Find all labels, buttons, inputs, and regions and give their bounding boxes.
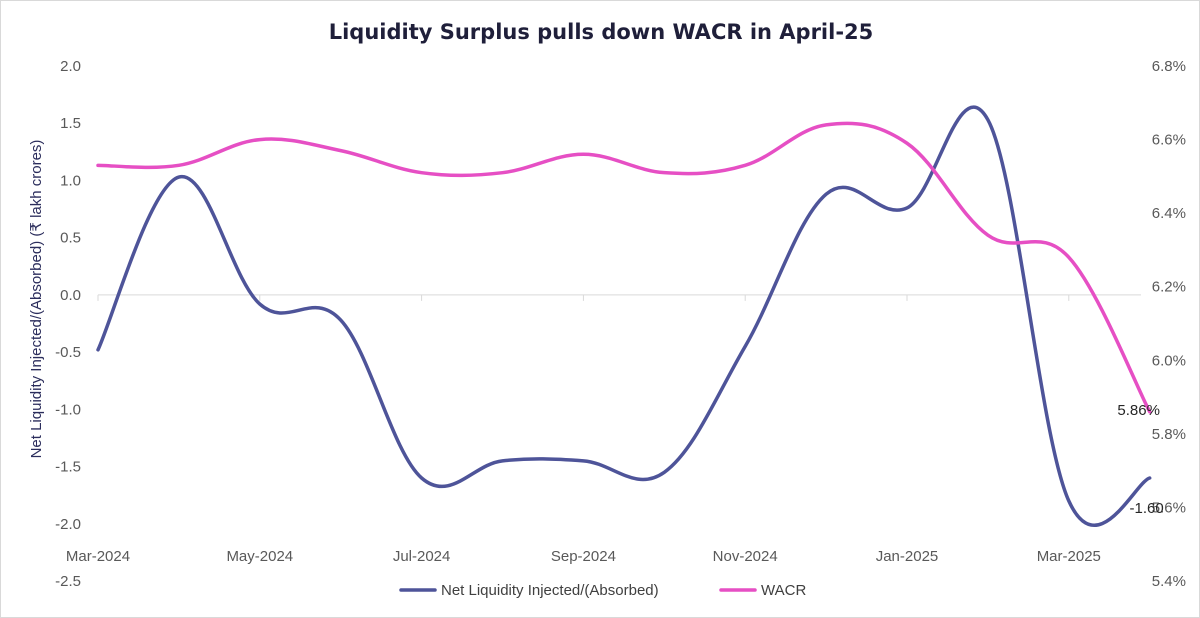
y2-tick-label: 6.4% — [1152, 205, 1186, 222]
y2-tick-label: 6.6% — [1152, 132, 1186, 149]
x-tick-label: Mar-2025 — [1037, 548, 1101, 565]
right-axis-ticks: 6.8% 6.6% 6.4% 6.2% 6.0% 5.8% 5.6% 5.4% — [1152, 58, 1186, 590]
y-axis-label: Net Liquidity Injected/(Absorbed) (₹ lak… — [28, 140, 45, 459]
x-tick-label: Jul-2024 — [393, 548, 451, 565]
y-tick-label: 1.0 — [60, 172, 81, 189]
y2-tick-label: 6.0% — [1152, 352, 1186, 369]
y-tick-label: -1.5 — [55, 459, 81, 476]
y2-tick-label: 5.8% — [1152, 426, 1186, 443]
y-tick-label: 0.0 — [60, 287, 81, 304]
y2-tick-label: 6.8% — [1152, 58, 1186, 75]
y-tick-label: -0.5 — [55, 344, 81, 361]
legend-label-net-liquidity: Net Liquidity Injected/(Absorbed) — [441, 582, 659, 599]
x-tick-label: Mar-2024 — [66, 548, 130, 565]
wacr-last-label: 5.86% — [1117, 402, 1160, 419]
y2-tick-label: 5.4% — [1152, 573, 1186, 590]
y-tick-label: -2.5 — [55, 573, 81, 590]
x-tick-label: May-2024 — [226, 548, 293, 565]
x-tick-label: Sep-2024 — [551, 548, 616, 565]
x-axis: Mar-2024 May-2024 Jul-2024 Sep-2024 Nov-2024… — [66, 294, 1141, 565]
y-axis-label-group: Net Liquidity Injected/(Absorbed) (₹ lak… — [28, 140, 45, 459]
y-tick-label: -2.0 — [55, 516, 81, 533]
chart-title: Liquidity Surplus pulls down WACR in Apr… — [329, 20, 874, 44]
net-liquidity-line — [96, 105, 1152, 527]
y2-tick-label: 5.6% — [1152, 499, 1186, 516]
legend: Net Liquidity Injected/(Absorbed) WACR — [399, 582, 806, 599]
y-tick-label: 0.5 — [60, 230, 81, 247]
legend-label-wacr: WACR — [761, 582, 806, 599]
y-tick-label: 2.0 — [60, 58, 81, 75]
wacr-line — [96, 121, 1152, 414]
left-axis-ticks: 2.0 1.5 1.0 0.5 0.0 -0.5 -1.0 -1.5 -2.0 -2.5 — [55, 58, 81, 590]
y-tick-label: -1.0 — [55, 401, 81, 418]
data-labels: -1.60 5.86% — [1117, 402, 1163, 517]
series-lines — [96, 105, 1152, 527]
y-tick-label: 1.5 — [60, 115, 81, 132]
net-liquidity-last-label: -1.60 — [1129, 500, 1163, 517]
x-tick-label: Jan-2025 — [876, 548, 939, 565]
x-tick-label: Nov-2024 — [713, 548, 778, 565]
y2-tick-label: 6.2% — [1152, 279, 1186, 296]
